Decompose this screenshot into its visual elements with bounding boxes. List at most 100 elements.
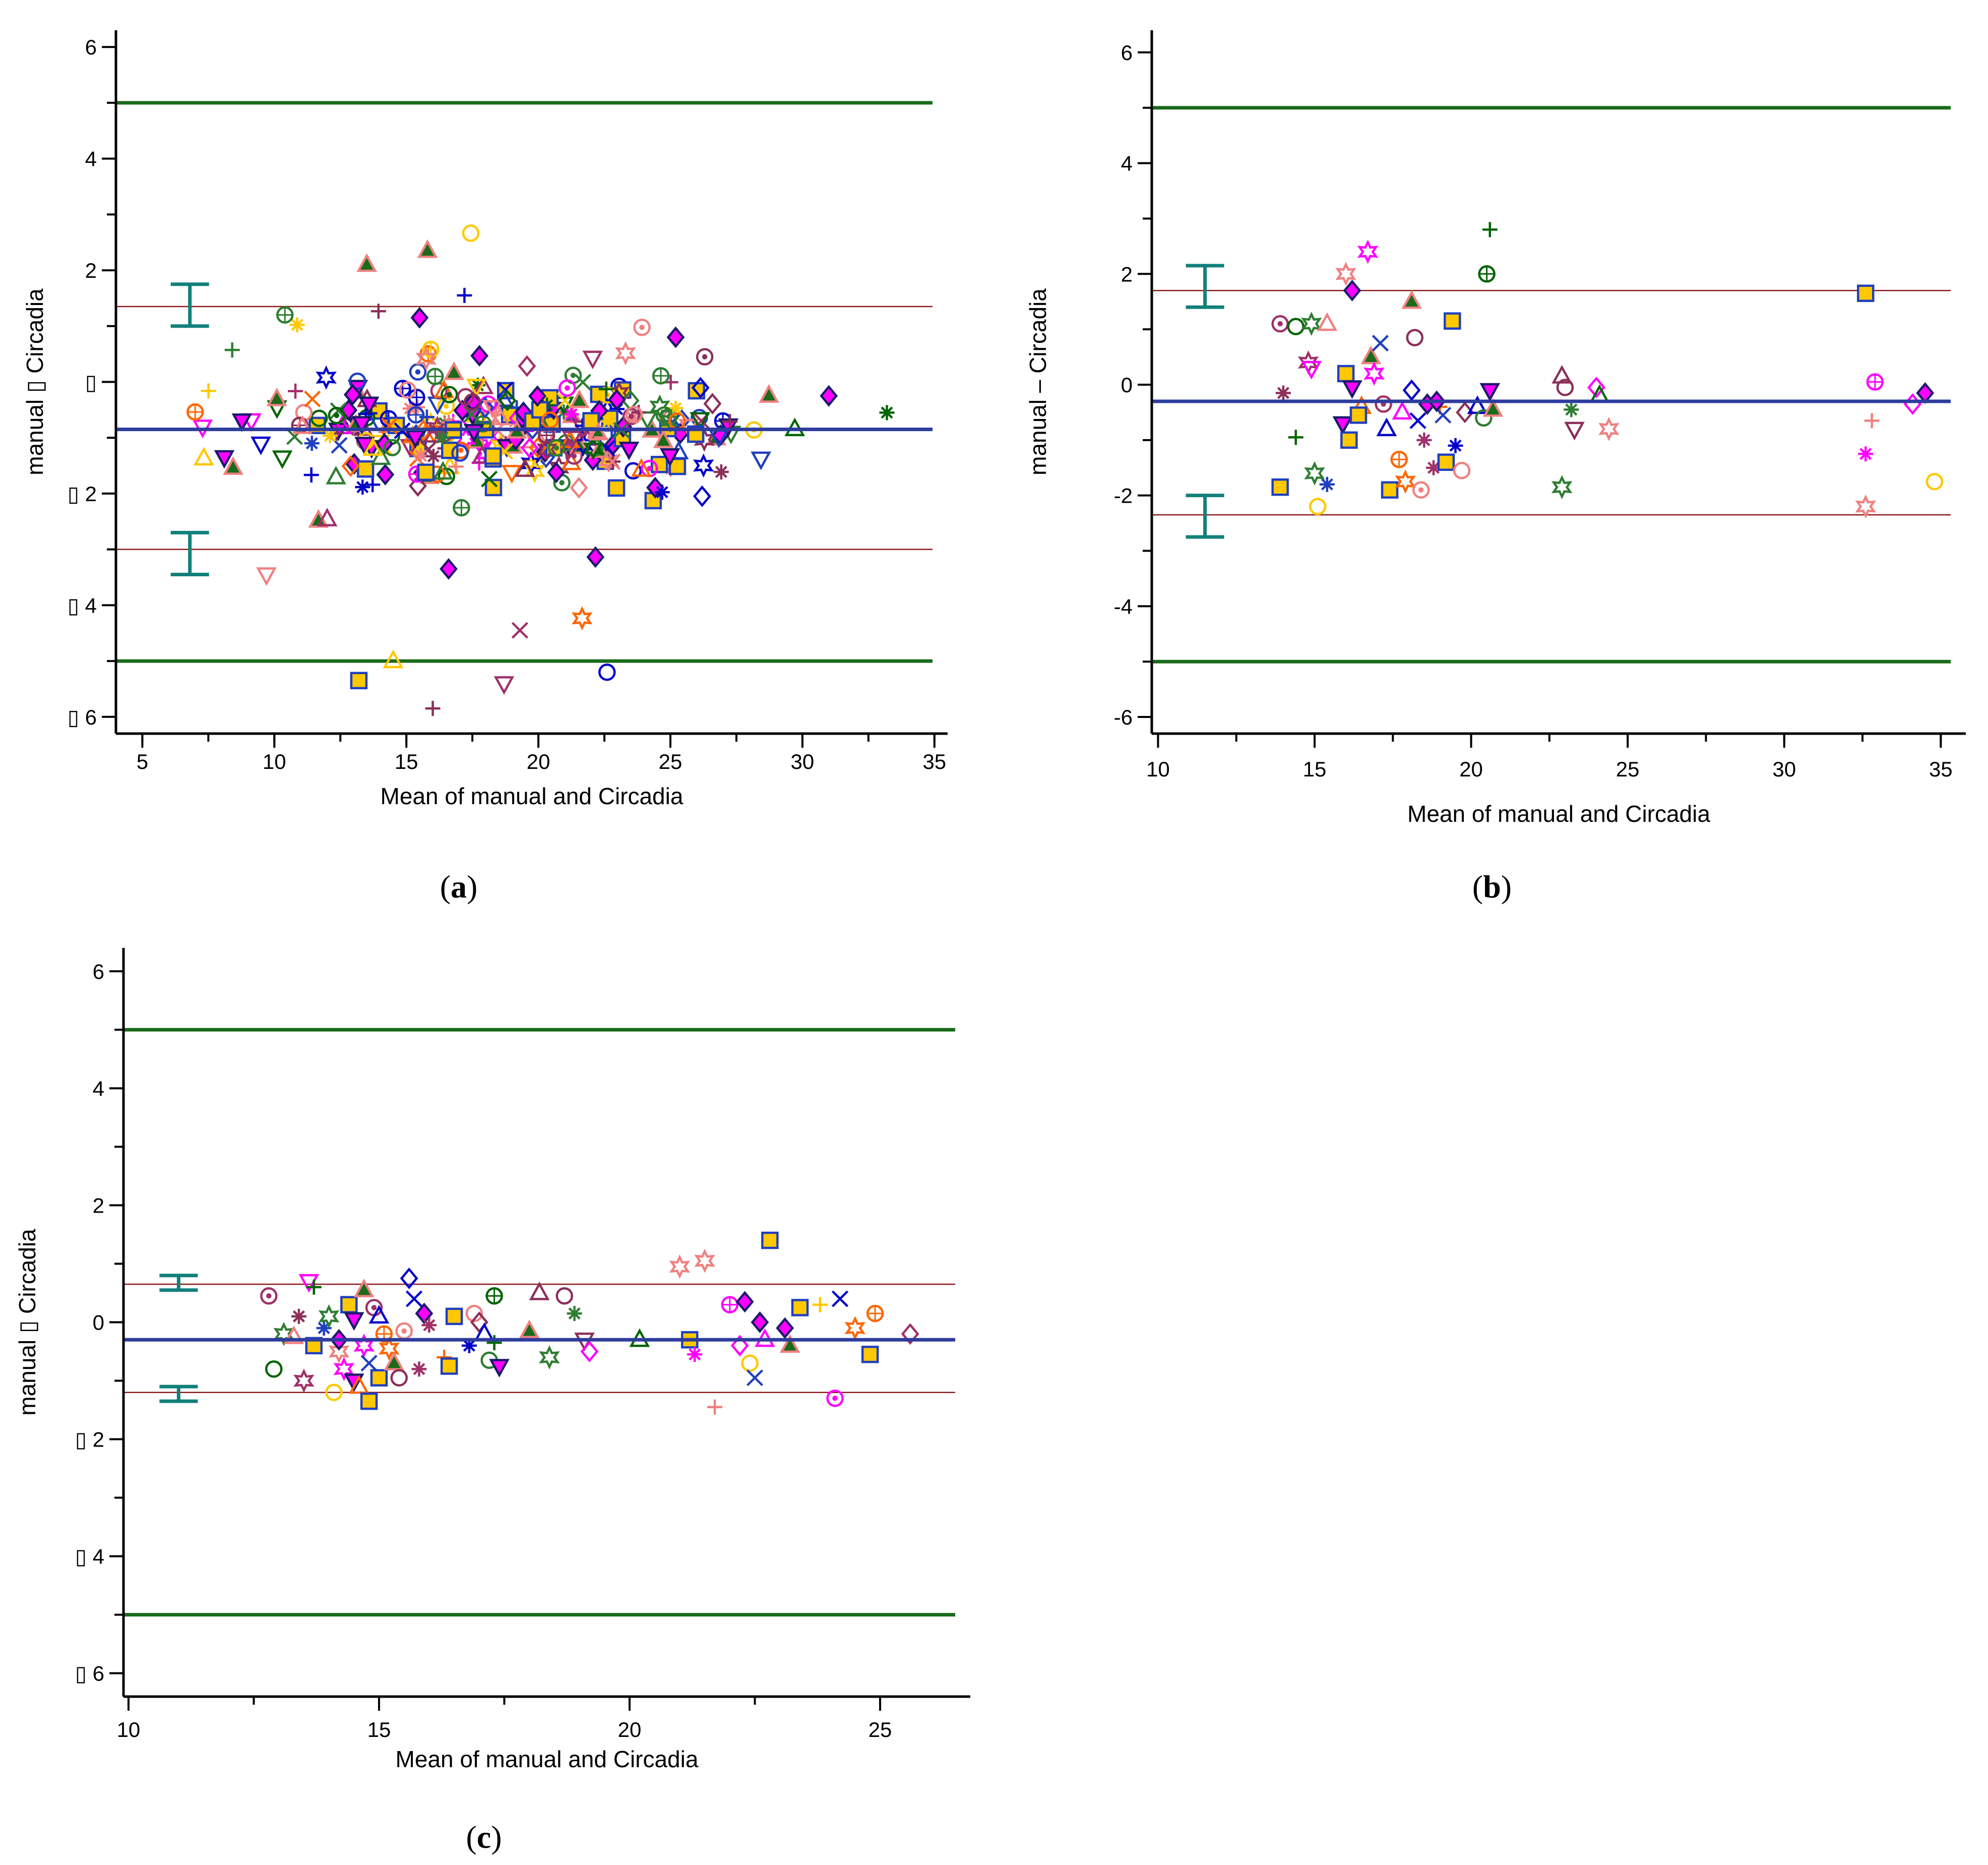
data-point xyxy=(223,456,243,475)
point-shape xyxy=(574,374,591,391)
data-point xyxy=(457,287,472,303)
point-shape xyxy=(502,465,522,484)
point-shape xyxy=(631,458,652,477)
data-point xyxy=(318,1304,340,1329)
data-point xyxy=(735,1291,754,1313)
data-point xyxy=(326,465,346,485)
point-shape xyxy=(451,444,469,462)
data-point xyxy=(291,1308,306,1324)
y-axis-title: manual – Circadia xyxy=(1025,288,1051,475)
point-shape xyxy=(1288,430,1303,445)
lower-loa-ci xyxy=(159,1385,198,1403)
data-point xyxy=(570,476,588,499)
data-point xyxy=(1855,494,1877,519)
point-shape xyxy=(343,1312,364,1331)
data-point xyxy=(1304,461,1325,486)
data-point xyxy=(1406,329,1424,346)
data-point xyxy=(519,1319,540,1339)
data-point xyxy=(791,1299,809,1316)
point-shape xyxy=(328,406,346,425)
point-shape xyxy=(341,455,360,477)
point-shape xyxy=(1551,475,1573,500)
point-shape xyxy=(316,365,337,390)
data-point xyxy=(604,453,621,470)
data-point xyxy=(696,348,714,366)
point-shape xyxy=(1342,380,1362,399)
data-point xyxy=(360,1355,378,1372)
point-shape xyxy=(1357,239,1379,264)
point-shape xyxy=(288,383,303,399)
point-shape xyxy=(470,1311,488,1334)
data-point xyxy=(317,508,338,526)
point-shape xyxy=(291,1308,306,1324)
x-axis-title: Mean of manual and Circadia xyxy=(1407,801,1710,827)
point-shape xyxy=(558,379,576,397)
point-shape xyxy=(1858,446,1874,462)
data-point xyxy=(441,441,459,459)
data-point xyxy=(414,419,432,442)
data-point xyxy=(1288,430,1303,445)
point-shape xyxy=(1402,379,1421,401)
point-shape xyxy=(265,1360,283,1378)
data-point xyxy=(730,1335,749,1357)
point-shape xyxy=(401,1328,407,1334)
point-shape xyxy=(524,459,545,484)
data-point xyxy=(1858,446,1874,462)
point-shape xyxy=(415,346,437,371)
data-point xyxy=(444,361,464,380)
data-point xyxy=(624,462,642,480)
point-shape xyxy=(741,1354,759,1372)
data-point xyxy=(1390,451,1408,468)
data-point xyxy=(1342,380,1362,399)
data-point xyxy=(1551,475,1573,500)
point-shape xyxy=(1406,329,1424,346)
data-point xyxy=(303,467,319,483)
data-point xyxy=(348,372,366,390)
point-shape xyxy=(1340,431,1358,449)
point-shape xyxy=(812,1297,828,1312)
point-shape xyxy=(861,1346,879,1363)
data-point xyxy=(368,1305,390,1324)
point-shape xyxy=(820,385,838,407)
data-point xyxy=(489,406,511,426)
data-point xyxy=(462,224,480,242)
data-point xyxy=(328,1339,350,1364)
data-point xyxy=(272,450,293,469)
data-point xyxy=(289,317,305,333)
data-point xyxy=(618,442,640,460)
point-shape xyxy=(1444,312,1461,330)
point-shape xyxy=(1479,266,1495,282)
point-shape xyxy=(582,350,603,370)
data-point xyxy=(1864,413,1880,429)
y-tick-label: ▯ 4 xyxy=(75,1545,104,1569)
point-shape xyxy=(1317,312,1338,331)
data-point xyxy=(231,413,253,432)
point-shape xyxy=(316,1320,332,1336)
data-point xyxy=(582,350,603,370)
point-shape xyxy=(547,439,566,457)
data-point xyxy=(453,499,470,517)
data-point xyxy=(1300,312,1322,336)
data-point xyxy=(1482,222,1498,237)
data-point xyxy=(567,1306,582,1321)
data-point xyxy=(486,1335,502,1351)
data-point xyxy=(844,1316,866,1341)
data-point xyxy=(322,428,338,444)
data-point xyxy=(784,417,805,437)
point-shape xyxy=(624,462,642,480)
point-shape xyxy=(659,448,680,467)
data-point xyxy=(1437,453,1455,471)
panel-c: ▯ 6 ▯ 4 ▯ 2 0 2 4 6 10 15 20 25 Mean of manual and … xyxy=(14,948,970,1772)
point-shape xyxy=(687,1347,703,1362)
point-shape xyxy=(390,1369,408,1387)
point-shape xyxy=(498,389,517,411)
point-shape xyxy=(694,1248,715,1273)
lower-loa-ci xyxy=(1186,494,1224,539)
point-shape xyxy=(625,406,643,424)
point-shape xyxy=(844,1316,866,1341)
point-shape xyxy=(326,465,346,485)
point-shape xyxy=(266,1293,272,1299)
point-shape xyxy=(653,368,669,384)
data-point xyxy=(650,456,668,473)
point-shape xyxy=(555,1287,574,1305)
